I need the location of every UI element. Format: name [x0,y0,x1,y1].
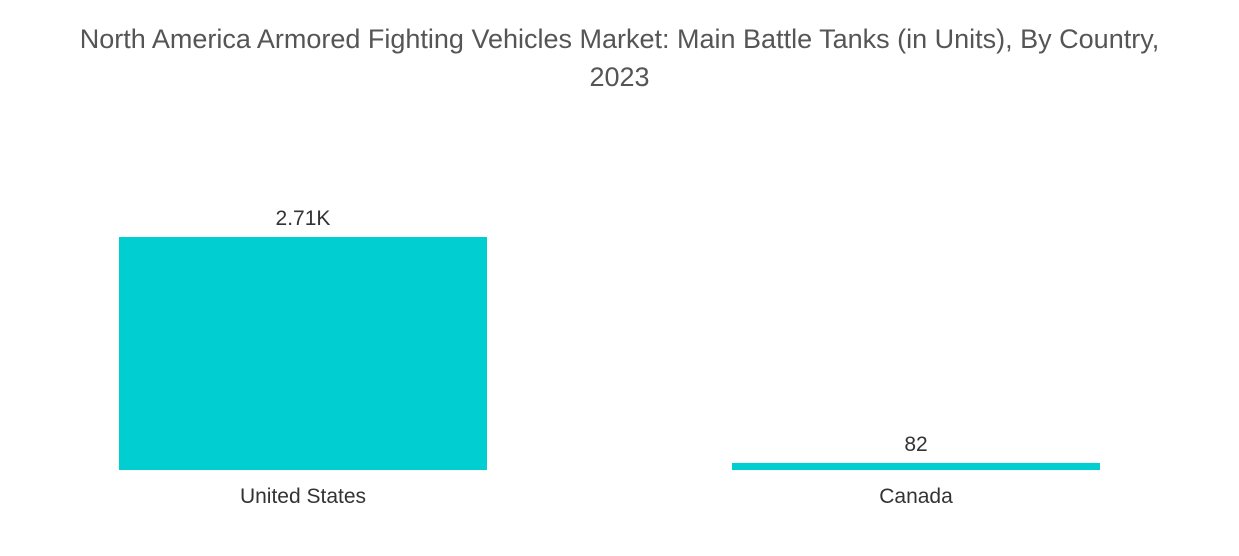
bar-united-states [119,237,487,470]
data-label-united-states: 2.71K [276,207,331,230]
chart-title-line-1: North America Armored Fighting Vehicles … [79,24,1160,54]
category-label-united-states: United States [240,485,366,508]
bar-canada [732,462,1100,470]
chart-title-line-2: 2023 [589,62,650,92]
category-label-canada: Canada [879,485,953,508]
data-label-canada: 82 [904,433,927,456]
chart-title: North America Armored Fighting Vehicles … [0,20,1239,96]
